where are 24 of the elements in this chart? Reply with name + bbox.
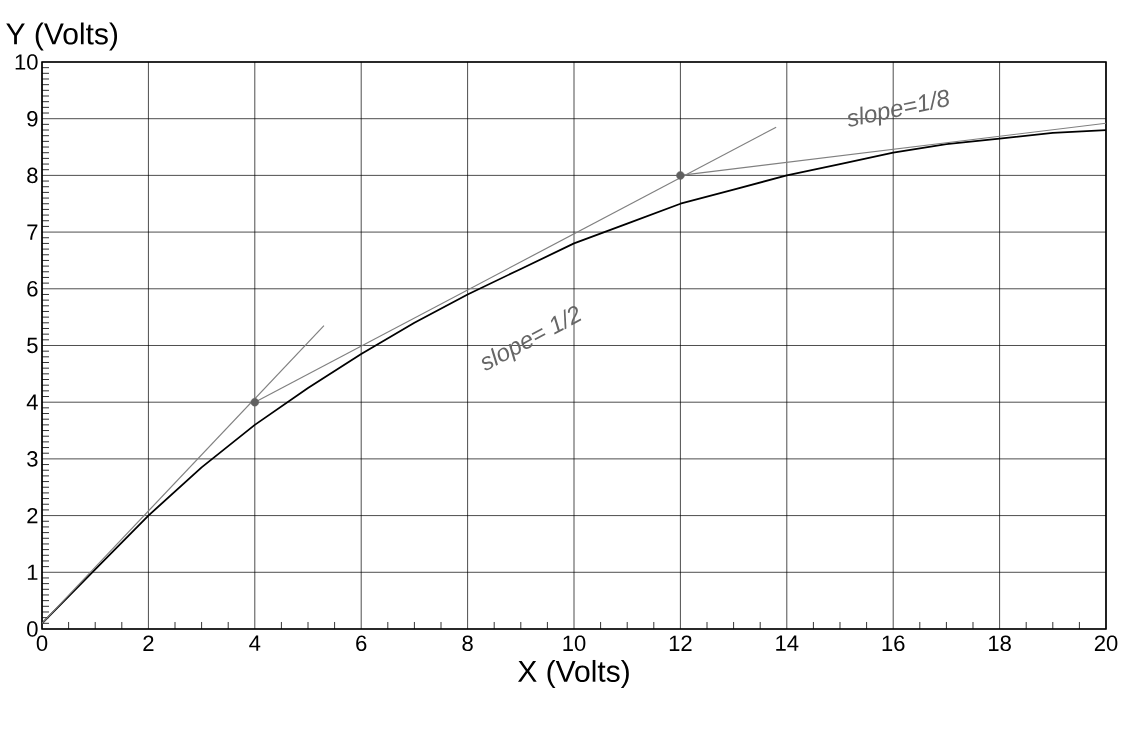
y-tick-label: 5 bbox=[27, 337, 38, 354]
y-tick-label: 6 bbox=[27, 280, 38, 297]
y-tick-label: 8 bbox=[27, 167, 38, 184]
y-tick-label: 7 bbox=[27, 224, 38, 240]
y-tick-label: 2 bbox=[27, 507, 38, 524]
y-tick-label: 1 bbox=[27, 564, 38, 580]
y-tick-label: 10 bbox=[15, 54, 38, 70]
x-tick-label: 4 bbox=[249, 635, 261, 651]
x-tick-label: 14 bbox=[776, 635, 799, 651]
annotation: slope=1/8 bbox=[848, 89, 949, 127]
y-tick-label: 3 bbox=[27, 451, 38, 467]
x-axis-title: X (Volts) bbox=[518, 659, 629, 688]
x-tick-label: 16 bbox=[882, 635, 905, 652]
y-tick-label: 4 bbox=[26, 394, 38, 410]
x-tick-label: 10 bbox=[563, 635, 586, 652]
x-tick-label: 6 bbox=[356, 635, 367, 652]
y-tick-label: 9 bbox=[27, 110, 38, 127]
y-axis-title: Y (Volts) bbox=[6, 22, 118, 51]
y-tick-label: 0 bbox=[27, 621, 38, 637]
x-tick-label: 12 bbox=[669, 635, 692, 651]
x-tick-label: 2 bbox=[143, 635, 154, 651]
x-tick-label: 20 bbox=[1094, 635, 1118, 652]
x-tick-label: 8 bbox=[462, 635, 473, 652]
x-tick-label: 18 bbox=[989, 635, 1011, 652]
